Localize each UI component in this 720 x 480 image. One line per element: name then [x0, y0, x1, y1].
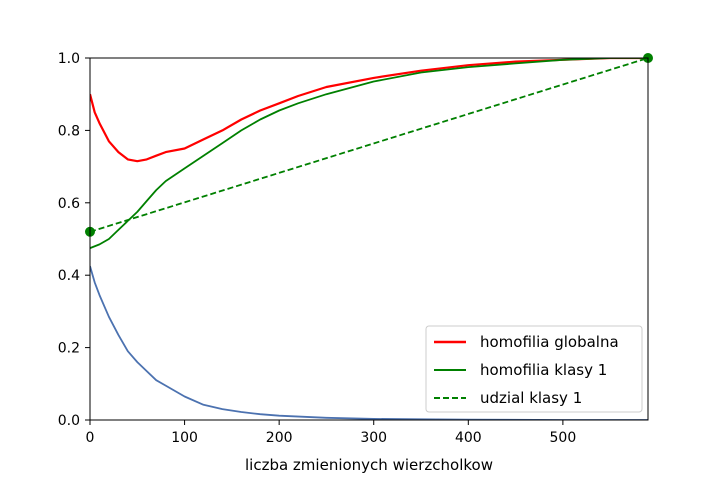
x-tick-label: 400 — [455, 430, 482, 446]
x-tick-label: 200 — [266, 430, 293, 446]
series-line-3 — [90, 265, 648, 420]
legend-label: udzial klasy 1 — [480, 389, 582, 407]
y-tick-label: 1.0 — [58, 51, 80, 67]
y-axis: 0.0 0.2 0.4 0.6 0.8 1.0 — [58, 51, 90, 429]
series-layer — [90, 58, 648, 420]
plot-frame — [89, 57, 649, 421]
x-tick-label: 0 — [86, 430, 95, 446]
y-tick-label: 0.0 — [58, 413, 80, 429]
legend-label: homofilia globalna — [480, 333, 619, 351]
series-line-2 — [90, 58, 648, 233]
legend-box — [425, 325, 643, 413]
x-tick-label: 300 — [360, 430, 387, 446]
y-tick-label: 0.8 — [58, 123, 80, 139]
series-line-0 — [90, 58, 648, 163]
x-tick-label: 100 — [171, 430, 198, 446]
legend-label: homofilia klasy 1 — [480, 361, 607, 379]
y-tick-label: 0.6 — [58, 196, 80, 212]
x-tick-label: 500 — [550, 430, 577, 446]
y-tick-label: 0.2 — [58, 341, 80, 357]
x-axis: 0 100 200 300 400 500 — [86, 420, 577, 446]
y-tick-label: 0.4 — [58, 268, 80, 284]
x-axis-label: liczba zmienionych wierzcholkow — [245, 456, 493, 474]
series-line-1 — [90, 58, 648, 249]
legend: homofilia globalna homofilia klasy 1 udzia… — [425, 325, 643, 413]
